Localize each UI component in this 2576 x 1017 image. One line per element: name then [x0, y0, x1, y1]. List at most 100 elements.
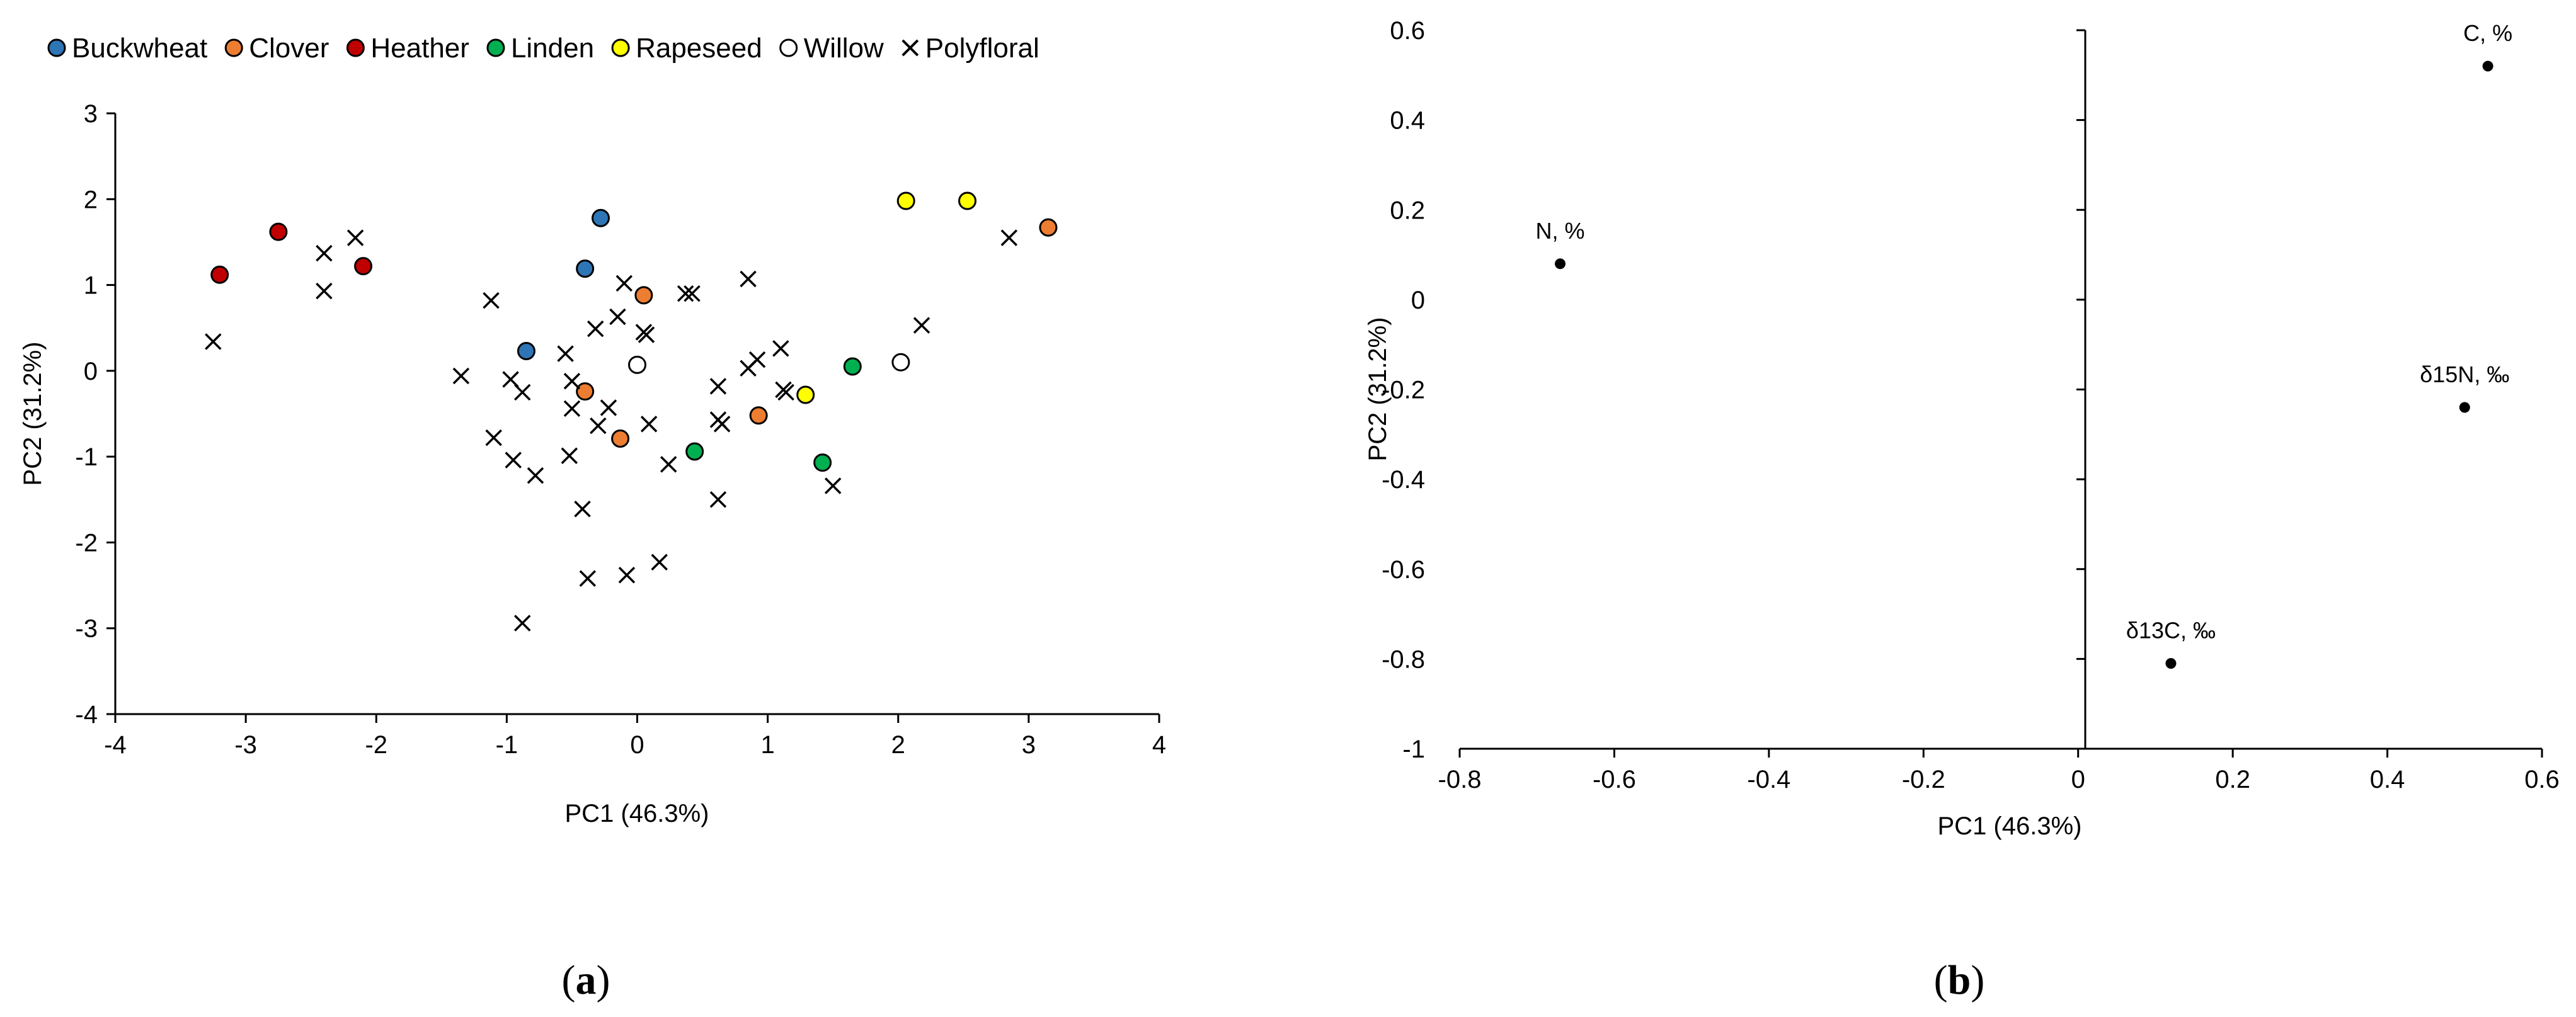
cross-stroke — [513, 384, 531, 401]
cross-stroke — [748, 351, 766, 368]
chart-a-point-polyfloral — [590, 417, 607, 435]
chart-a-point-polyfloral — [600, 399, 617, 416]
chart-a-y-tick-label: 2 — [84, 186, 98, 213]
chart-a-point-polyfloral — [1000, 229, 1018, 246]
cross-stroke — [709, 378, 727, 395]
chart-a-point-polyfloral — [563, 400, 581, 418]
chart-a-point-polyfloral — [615, 275, 633, 292]
chart-a-point-clover — [634, 286, 653, 305]
chart-a-point-polyfloral — [563, 372, 581, 390]
legend-label-heather: Heather — [370, 33, 469, 64]
chart-b-panel-label: (b) — [1934, 957, 1985, 1003]
legend-marker-buckwheat — [47, 38, 66, 57]
legend-label-buckwheat: Buckwheat — [72, 33, 207, 64]
chart-a-point-buckwheat — [517, 342, 535, 361]
cross-stroke — [609, 308, 626, 326]
chart-a-point-buckwheat — [592, 208, 610, 227]
cross-stroke — [713, 416, 731, 433]
chart-b-point-c — [2482, 60, 2493, 72]
chart-a-point-polyfloral — [709, 378, 727, 395]
chart-a-point-polyfloral — [527, 467, 544, 484]
chart-a-y-tick-label: -2 — [75, 529, 98, 557]
chart-a-point-polyfloral — [574, 501, 591, 518]
legend-marker-rapeseed — [611, 38, 630, 57]
legend-marker-clover — [224, 38, 243, 57]
legend-marker-heather — [346, 38, 365, 57]
chart-a-point-rapeseed — [896, 191, 915, 210]
chart-a-point-polyfloral — [205, 333, 222, 350]
legend-marker-polyfloral — [902, 39, 919, 57]
chart-a-point-clover — [749, 406, 768, 425]
chart-a-point-polyfloral — [579, 570, 597, 587]
chart-b-y-tick-label: -0.8 — [1382, 645, 1425, 673]
cross-stroke — [563, 400, 581, 418]
chart-a-point-polyfloral — [660, 456, 677, 473]
chart-a-point-heather — [354, 257, 373, 276]
chart-a-point-clover — [1039, 218, 1058, 237]
chart-a-point-polyfloral — [651, 554, 668, 571]
chart-b-x-tick-label: 0.4 — [2370, 766, 2405, 793]
chart-a-point-polyfloral — [452, 367, 470, 385]
chart-b-y-tick-label: -0.4 — [1382, 466, 1425, 494]
cross-stroke — [502, 371, 519, 388]
chart-a-point-polyfloral — [618, 566, 636, 584]
chart-a-point-linden — [685, 442, 704, 461]
chart-a-y-tick-label: 0 — [84, 358, 98, 385]
chart-a-point-clover — [576, 382, 595, 401]
chart-b-point-n — [1555, 258, 1566, 270]
chart-a-point-heather — [269, 222, 288, 241]
chart-a-point-polyfloral — [640, 416, 658, 433]
cross-stroke — [638, 326, 655, 343]
chart-a-point-polyfloral — [777, 384, 794, 401]
chart-a-point-heather — [210, 265, 229, 284]
legend-label-rapeseed: Rapeseed — [636, 33, 762, 64]
chart-a-point-polyfloral — [772, 340, 789, 357]
cross-stroke — [709, 491, 727, 508]
cross-stroke — [1000, 229, 1018, 246]
legend-label-clover: Clover — [249, 33, 329, 64]
chart-a-x-tick-label: -4 — [104, 731, 127, 759]
chart-b: -0.8 -0.6 -0.4 -0.2 0 0.2 0.4 0.6 -1 -0.8 -0.6 -0.4… — [1364, 17, 2560, 1003]
chart-a-point-buckwheat — [576, 259, 595, 278]
chart-b-x-tick-label: 0.6 — [2524, 766, 2560, 793]
chart-b-y-tick-label: 0.2 — [1390, 196, 1425, 224]
chart-a-x-tick-label: 3 — [1022, 731, 1036, 759]
chart-a-ticks: -4 -3 -2 -1 0 1 2 3 4 -4 -3 -2 -1 0 1 2 3 — [75, 100, 1166, 759]
chart-b-y-tick-label: 0.4 — [1390, 107, 1425, 135]
chart-b-x-tick-label: -0.8 — [1438, 766, 1482, 793]
chart-a-point-polyfloral — [709, 491, 727, 508]
chart-a-y-tick-label: 3 — [84, 100, 98, 128]
cross-stroke — [600, 399, 617, 416]
cross-stroke — [513, 615, 531, 632]
cross-stroke — [824, 477, 842, 494]
chart-a-point-polyfloral — [316, 282, 333, 300]
chart-a-point-polyfloral — [740, 270, 757, 288]
chart-a-point-polyfloral — [316, 244, 333, 262]
chart-b-y-tick-label: -0.2 — [1382, 377, 1425, 404]
chart-b-panel-letter: b — [1948, 957, 1971, 1003]
cross-stroke — [913, 317, 930, 334]
chart-a-point-willow — [628, 355, 646, 374]
cross-stroke — [452, 367, 470, 385]
cross-stroke — [579, 570, 597, 587]
cross-stroke — [205, 333, 222, 350]
chart-b-point-label-d13c: δ13C, ‰ — [2126, 618, 2216, 644]
cross-stroke — [590, 417, 607, 435]
chart-b-x-tick-label: -0.2 — [1902, 766, 1945, 793]
legend-label-willow: Willow — [804, 33, 884, 64]
cross-stroke — [587, 320, 604, 338]
cross-stroke — [684, 285, 701, 302]
chart-b-point-label-n: N, % — [1536, 218, 1585, 244]
legend-label-linden: Linden — [511, 33, 594, 64]
chart-a-point-rapeseed — [796, 385, 815, 404]
chart-b-x-tick-label: 0.2 — [2215, 766, 2250, 793]
cross-stroke — [777, 384, 794, 401]
chart-a-marks — [205, 191, 1058, 632]
cross-stroke — [346, 229, 364, 246]
chart-a-point-polyfloral — [684, 285, 701, 302]
cross-stroke — [483, 292, 500, 309]
chart-a-point-polyfloral — [609, 308, 626, 326]
chart-a-y-tick-label: -3 — [75, 615, 98, 643]
chart-a-x-tick-label: -1 — [496, 731, 518, 759]
chart-a-x-tick-label: 4 — [1152, 731, 1166, 759]
